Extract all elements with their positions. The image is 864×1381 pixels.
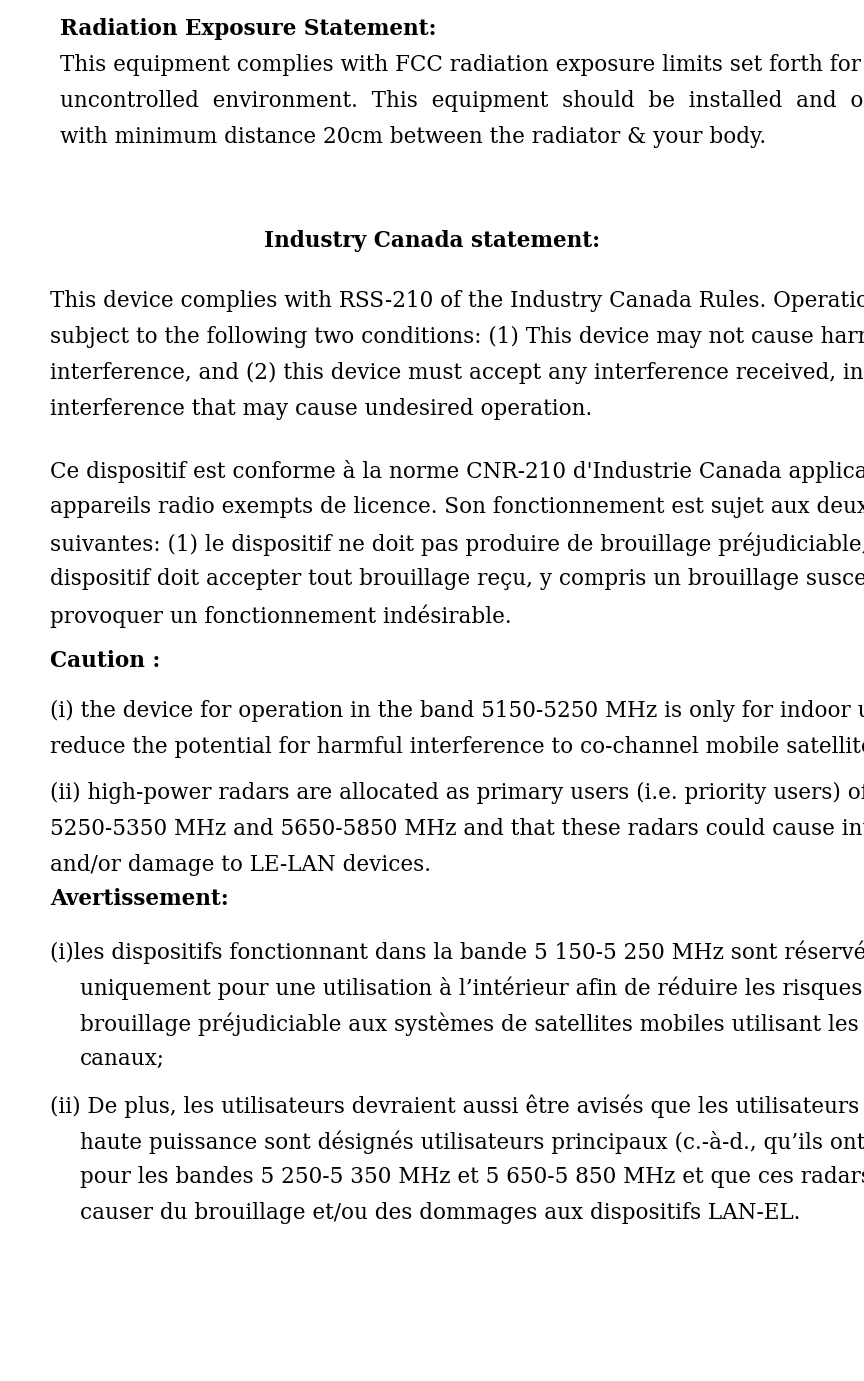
Text: This device complies with RSS-210 of the Industry Canada Rules. Operation is: This device complies with RSS-210 of the…	[50, 290, 864, 312]
Text: canaux;: canaux;	[80, 1048, 165, 1070]
Text: pour les bandes 5 250-5 350 MHz et 5 650-5 850 MHz et que ces radars pourraient: pour les bandes 5 250-5 350 MHz et 5 650…	[80, 1166, 864, 1188]
Text: reduce the potential for harmful interference to co-channel mobile satellite sys: reduce the potential for harmful interfe…	[50, 736, 864, 758]
Text: brouillage préjudiciable aux systèmes de satellites mobiles utilisant les mêmes: brouillage préjudiciable aux systèmes de…	[80, 1012, 864, 1036]
Text: and/or damage to LE-LAN devices.: and/or damage to LE-LAN devices.	[50, 853, 431, 876]
Text: causer du brouillage et/ou des dommages aux dispositifs LAN-EL.: causer du brouillage et/ou des dommages …	[80, 1201, 800, 1224]
Text: Ce dispositif est conforme à la norme CNR-210 d'Industrie Canada applicable aux: Ce dispositif est conforme à la norme CN…	[50, 460, 864, 483]
Text: provoquer un fonctionnement indésirable.: provoquer un fonctionnement indésirable.	[50, 603, 511, 627]
Text: (i) the device for operation in the band 5150-5250 MHz is only for indoor use to: (i) the device for operation in the band…	[50, 700, 864, 722]
Text: Radiation Exposure Statement:: Radiation Exposure Statement:	[60, 18, 436, 40]
Text: Avertissement:: Avertissement:	[50, 888, 229, 910]
Text: interference, and (2) this device must accept any interference received, includi: interference, and (2) this device must a…	[50, 362, 864, 384]
Text: 5250-5350 MHz and 5650-5850 MHz and that these radars could cause interference: 5250-5350 MHz and 5650-5850 MHz and that…	[50, 818, 864, 840]
Text: suivantes: (1) le dispositif ne doit pas produire de brouillage préjudiciable, e: suivantes: (1) le dispositif ne doit pas…	[50, 532, 864, 555]
Text: appareils radio exempts de licence. Son fonctionnement est sujet aux deux condit: appareils radio exempts de licence. Son …	[50, 496, 864, 518]
Text: Caution :: Caution :	[50, 650, 161, 673]
Text: dispositif doit accepter tout brouillage reçu, y compris un brouillage susceptib: dispositif doit accepter tout brouillage…	[50, 568, 864, 590]
Text: Industry Canada statement:: Industry Canada statement:	[264, 231, 600, 251]
Text: haute puissance sont désignés utilisateurs principaux (c.-à-d., qu’ils ont la pr: haute puissance sont désignés utilisateu…	[80, 1130, 864, 1153]
Text: (ii) De plus, les utilisateurs devraient aussi être avisés que les utilisateurs : (ii) De plus, les utilisateurs devraient…	[50, 1094, 864, 1117]
Text: (i)les dispositifs fonctionnant dans la bande 5 150-5 250 MHz sont réservés: (i)les dispositifs fonctionnant dans la …	[50, 940, 864, 964]
Text: This equipment complies with FCC radiation exposure limits set forth for an: This equipment complies with FCC radiati…	[60, 54, 864, 76]
Text: uniquement pour une utilisation à l’intérieur afin de réduire les risques de: uniquement pour une utilisation à l’inté…	[80, 976, 864, 1000]
Text: with minimum distance 20cm between the radiator & your body.: with minimum distance 20cm between the r…	[60, 126, 766, 148]
Text: interference that may cause undesired operation.: interference that may cause undesired op…	[50, 398, 592, 420]
Text: (ii) high-power radars are allocated as primary users (i.e. priority users) of t: (ii) high-power radars are allocated as …	[50, 782, 864, 804]
Text: subject to the following two conditions: (1) This device may not cause harmful: subject to the following two conditions:…	[50, 326, 864, 348]
Text: uncontrolled  environment.  This  equipment  should  be  installed  and  operate: uncontrolled environment. This equipment…	[60, 90, 864, 112]
